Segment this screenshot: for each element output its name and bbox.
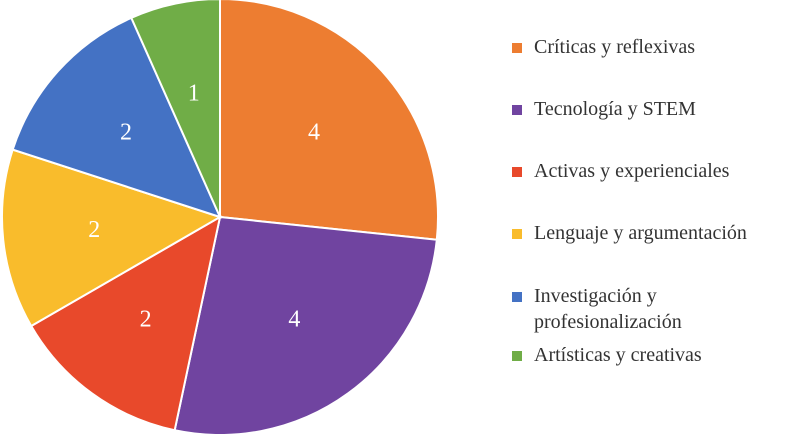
legend-swatch-1 (512, 105, 522, 115)
legend-label-3: Lenguaje y argumentación (534, 222, 747, 244)
pie-slice-0 (219, 0, 439, 241)
slice-data-label-4: 2 (120, 119, 132, 145)
legend-item-2: Activas y experienciales (512, 158, 796, 184)
legend-label-1: Tecnología y STEM (534, 98, 696, 120)
slice-data-label-0: 4 (308, 119, 320, 145)
slice-data-label-1: 4 (288, 306, 300, 332)
legend-swatch-4 (512, 292, 522, 302)
legend-swatch-5 (512, 351, 522, 361)
legend-label-2: Activas y experienciales (534, 160, 730, 182)
legend-item-3: Lenguaje y argumentación (512, 220, 796, 246)
legend-label-5: Artísticas y creativas (534, 344, 702, 366)
legend-item-4: Investigación y profesionalización (512, 283, 796, 335)
pie-slice-5 (130, 0, 221, 218)
legend-swatch-0 (512, 43, 522, 53)
slice-data-label-3: 2 (88, 217, 100, 243)
pie-slice-4 (11, 16, 222, 219)
legend-item-5: Artísticas y creativas (512, 342, 796, 368)
pie-slice-2 (29, 215, 222, 432)
legend-label-4: Investigación y profesionalización (534, 285, 682, 333)
legend-swatch-2 (512, 167, 522, 177)
legend-item-1: Tecnología y STEM (512, 96, 796, 122)
legend-item-0: Críticas y reflexivas (512, 34, 796, 60)
slice-data-label-2: 2 (140, 306, 152, 332)
slice-data-label-5: 1 (188, 80, 200, 106)
pie-slice-1 (173, 215, 438, 434)
legend-label-0: Críticas y reflexivas (534, 36, 696, 58)
legend-swatch-3 (512, 229, 522, 239)
pie-slice-3 (1, 148, 223, 328)
pie-chart: 4 4 2 2 2 1 (1, 0, 439, 434)
